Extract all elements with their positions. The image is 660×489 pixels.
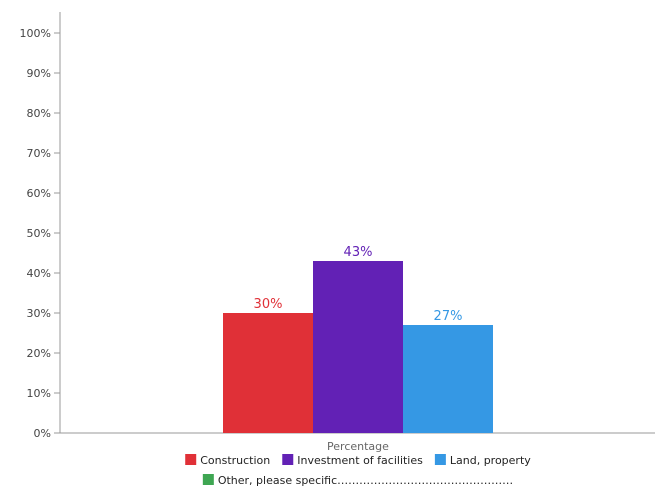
- legend-item: Other, please specific…………………………………………: [202, 474, 513, 487]
- legend-label: Land, property: [450, 454, 531, 467]
- data-label: 27%: [434, 309, 463, 324]
- bar-land-property: [403, 325, 493, 433]
- y-tick-label: 80%: [27, 107, 51, 120]
- y-tick-label: 100%: [20, 27, 51, 40]
- legend-label: Investment of facilities: [297, 454, 423, 467]
- y-tick-label: 10%: [27, 387, 51, 400]
- legend-item: Investment of facilities: [282, 454, 423, 467]
- y-tick-label: 50%: [27, 227, 51, 240]
- legend-label: Construction: [200, 454, 270, 467]
- data-label: 43%: [344, 245, 373, 260]
- y-tick-label: 60%: [27, 187, 51, 200]
- y-tick-label: 40%: [27, 267, 51, 280]
- y-tick-label: 90%: [27, 67, 51, 80]
- legend-row: Other, please specific…………………………………………: [202, 474, 513, 487]
- y-axis: 0% 10% 20% 30% 40% 50% 60% 70% 80% 90% 100%: [20, 12, 61, 440]
- data-labels: 30% 43% 27%: [254, 245, 463, 324]
- y-tick-label: 30%: [27, 307, 51, 320]
- x-axis: Percentage: [60, 432, 655, 453]
- legend-item: Land, property: [434, 454, 531, 467]
- data-label: 30%: [254, 297, 283, 312]
- y-tick-label: 0%: [34, 427, 51, 440]
- bar-construction: [223, 313, 313, 433]
- legend: Construction Investment of facilities Land…: [185, 454, 531, 487]
- legend-item: Construction: [185, 454, 270, 467]
- legend-swatch: [185, 454, 197, 465]
- legend-row: Construction Investment of facilities Land…: [185, 454, 531, 467]
- x-category-label: Percentage: [327, 440, 389, 453]
- legend-swatch: [282, 454, 294, 465]
- legend-swatch: [434, 454, 446, 465]
- y-tick-label: 70%: [27, 147, 51, 160]
- y-tick-label: 20%: [27, 347, 51, 360]
- bar-investment-of-facilities: [313, 261, 403, 433]
- legend-label: Other, please specific…………………………………………: [218, 474, 513, 487]
- bars: [223, 261, 493, 433]
- legend-swatch: [202, 474, 214, 485]
